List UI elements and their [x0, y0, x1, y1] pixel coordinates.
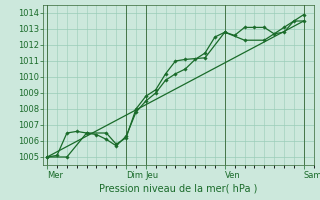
X-axis label: Pression niveau de la mer( hPa ): Pression niveau de la mer( hPa ) — [99, 184, 258, 194]
